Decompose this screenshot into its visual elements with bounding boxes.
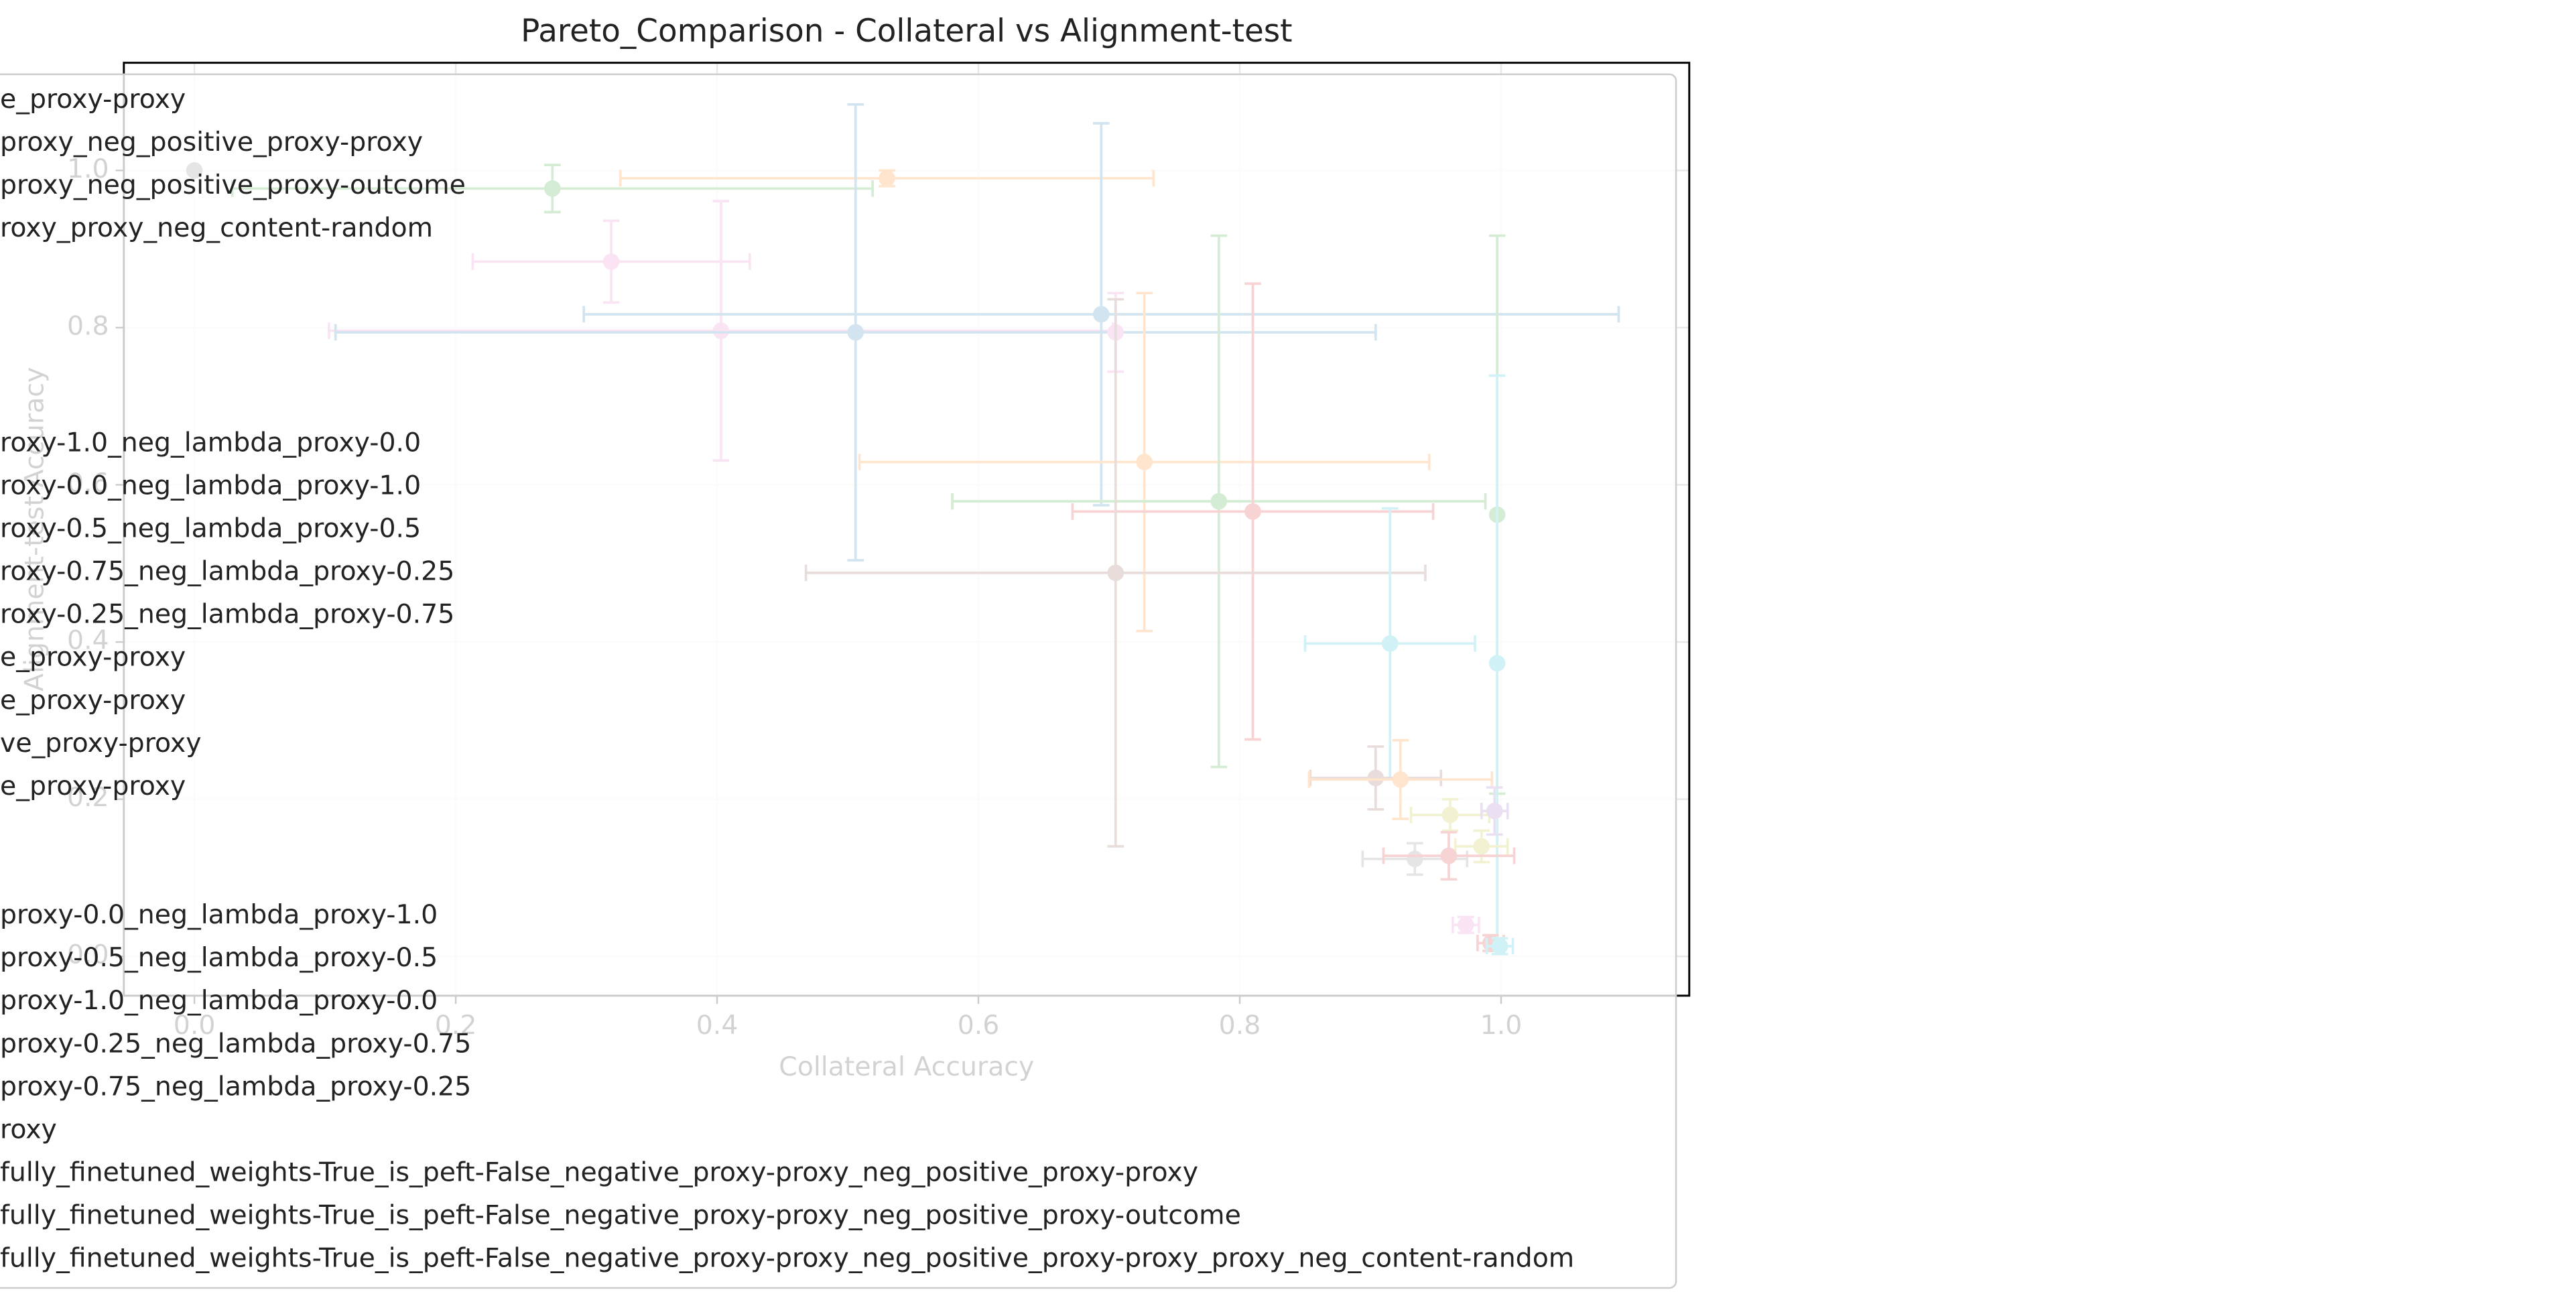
legend-label: roxy-0.5_neg_lambda_proxy-0.5 xyxy=(0,513,421,544)
legend-label: roxy-0.0_neg_lambda_proxy-1.0 xyxy=(0,470,421,501)
legend-label: proxy_neg_positive_proxy-proxy xyxy=(0,127,423,157)
legend-label: e_proxy-proxy xyxy=(0,642,186,673)
legend-label: fully_finetuned_weights-True_is_peft-Fal… xyxy=(0,1243,1574,1274)
legend-label: proxy-0.75_neg_lambda_proxy-0.25 xyxy=(0,1071,471,1102)
legend-label: proxy-0.25_neg_lambda_proxy-0.75 xyxy=(0,1028,471,1059)
legend-label: roxy_proxy_neg_content-random xyxy=(0,212,433,243)
legend-label: proxy_neg_positive_proxy-outcome xyxy=(0,170,466,200)
legend-label: roxy-0.75_neg_lambda_proxy-0.25 xyxy=(0,556,454,587)
chart-title: Pareto_Comparison - Collateral vs Alignm… xyxy=(521,13,1292,50)
legend-label: proxy-0.5_neg_lambda_proxy-0.5 xyxy=(0,942,438,973)
legend-label: roxy-1.0_neg_lambda_proxy-0.0 xyxy=(0,427,421,458)
legend-label: e_proxy-proxy xyxy=(0,771,186,801)
legend-label: ve_proxy-proxy xyxy=(0,728,202,759)
legend-label: e_proxy-proxy xyxy=(0,84,186,115)
legend-label: roxy-0.25_neg_lambda_proxy-0.75 xyxy=(0,599,454,630)
legend-label: roxy xyxy=(0,1114,57,1145)
legend-label: fully_finetuned_weights-True_is_peft-Fal… xyxy=(0,1157,1198,1188)
legend-label: e_proxy-proxy xyxy=(0,685,186,716)
legend-label: proxy-1.0_neg_lambda_proxy-0.0 xyxy=(0,985,438,1016)
legend-label: proxy-0.0_neg_lambda_proxy-1.0 xyxy=(0,899,438,930)
legend-label: fully_finetuned_weights-True_is_peft-Fal… xyxy=(0,1200,1241,1231)
legend-box xyxy=(0,73,1677,1289)
